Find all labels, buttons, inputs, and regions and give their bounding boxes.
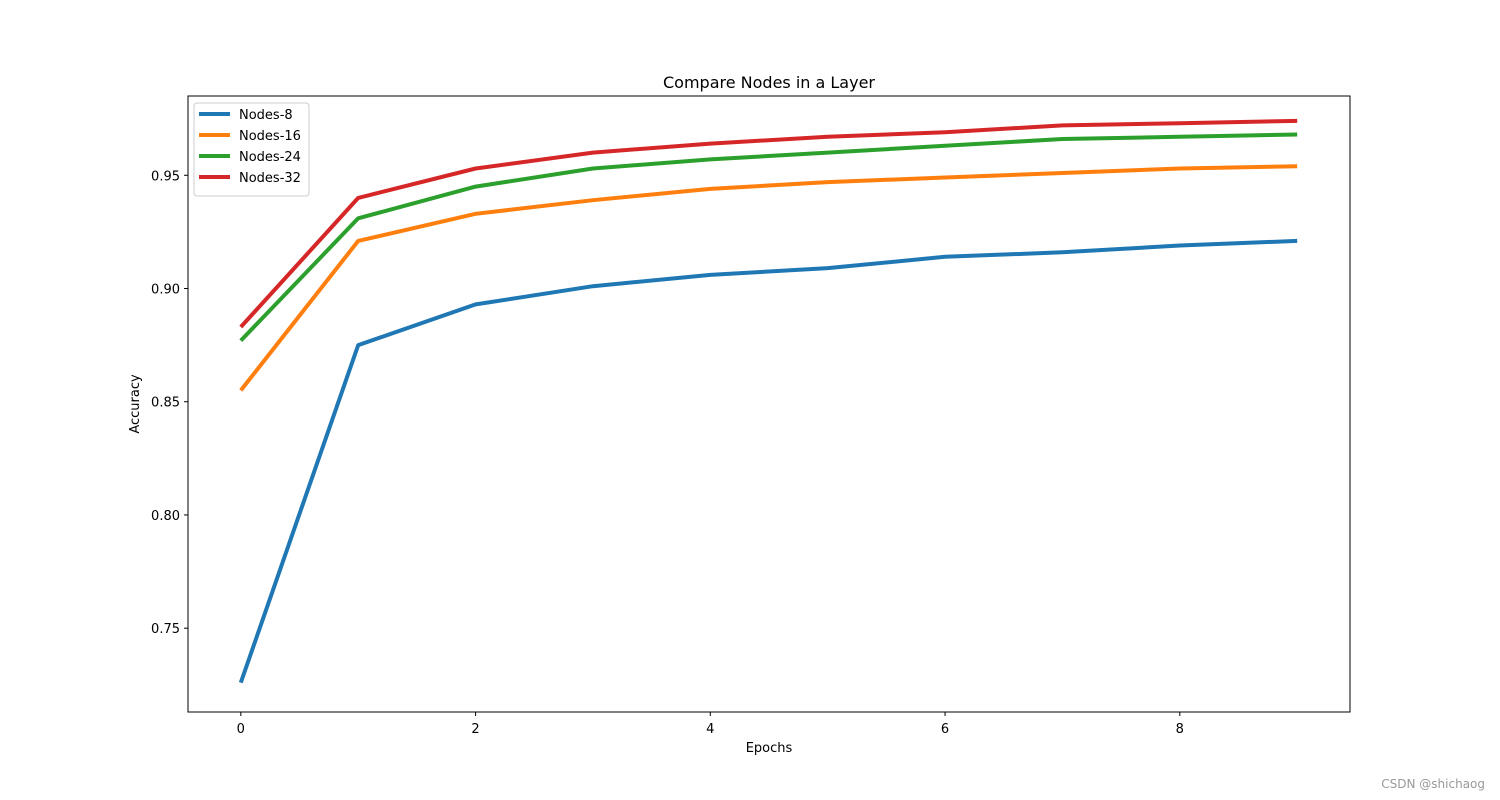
y-tick-label: 0.85 <box>151 396 180 411</box>
x-axis-label: Epochs <box>746 741 793 756</box>
x-tick-label: 4 <box>706 722 714 737</box>
x-tick-label: 2 <box>471 722 479 737</box>
y-tick-label: 0.90 <box>151 283 180 298</box>
plot-lines <box>238 118 1298 684</box>
series-line-1 <box>239 164 1298 392</box>
legend-box <box>193 102 310 197</box>
legend-label-3: Nodes-32 <box>239 171 301 186</box>
series-line-2 <box>239 132 1298 342</box>
y-tick-label: 0.75 <box>151 622 180 637</box>
y-tick-label: 0.95 <box>151 169 180 184</box>
x-axis: 0 2 4 6 8 <box>237 712 1184 737</box>
legend-label-0: Nodes-8 <box>239 108 293 123</box>
x-tick-label: 8 <box>1176 722 1184 737</box>
x-tick-label: 0 <box>237 722 245 737</box>
watermark: CSDN @shichaog <box>1381 777 1485 791</box>
y-tick-label: 0.80 <box>151 509 180 524</box>
plot-frame <box>187 95 1351 713</box>
series-line-3 <box>239 118 1298 329</box>
series-line-0 <box>238 238 1298 684</box>
y-axis: 0.75 0.80 0.85 0.90 0.95 <box>151 169 188 637</box>
legend-label-2: Nodes-24 <box>239 150 301 165</box>
legend: Nodes-8 Nodes-16 Nodes-24 Nodes-32 <box>193 102 310 197</box>
chart-title: Compare Nodes in a Layer <box>663 73 875 92</box>
legend-label-1: Nodes-16 <box>239 129 301 144</box>
y-axis-label: Accuracy <box>128 374 143 434</box>
x-tick-label: 6 <box>941 722 949 737</box>
